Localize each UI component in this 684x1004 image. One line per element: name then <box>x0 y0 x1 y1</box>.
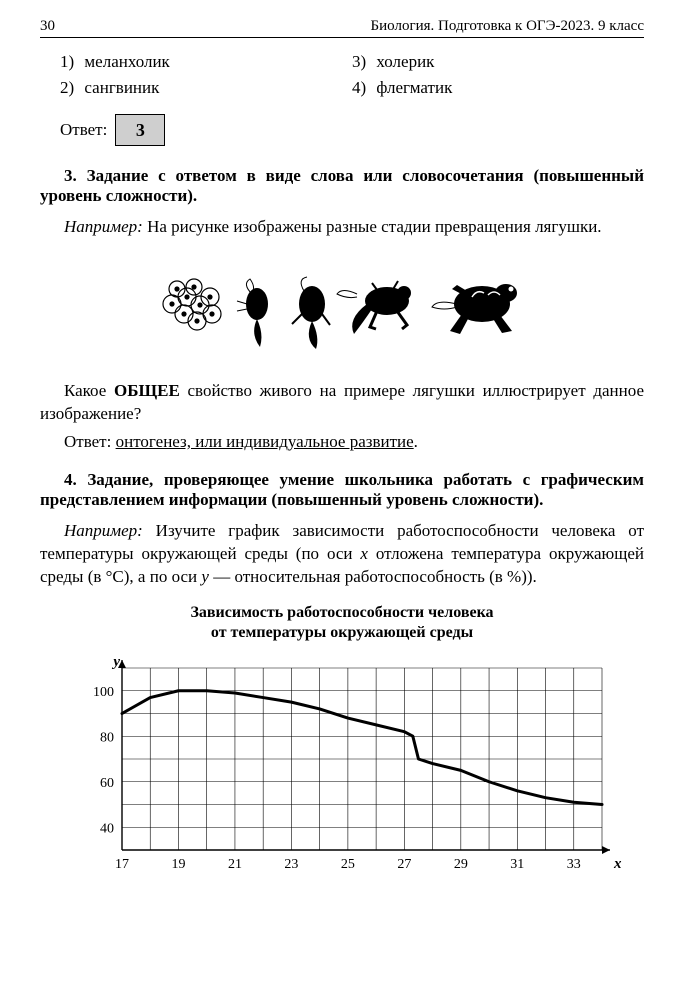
svg-text:31: 31 <box>510 857 524 872</box>
svg-text:25: 25 <box>341 857 355 872</box>
option-2: 2) сангвиник <box>60 78 352 98</box>
svg-text:27: 27 <box>397 857 411 872</box>
svg-text:60: 60 <box>100 776 114 791</box>
option-3: 3) холерик <box>352 52 644 72</box>
svg-text:40: 40 <box>100 821 114 836</box>
answer-value: 3 <box>136 120 145 141</box>
page: 30 Биология. Подготовка к ОГЭ-2023. 9 кл… <box>0 0 684 900</box>
task4-example: Например: Изучите график зависимости раб… <box>40 520 644 589</box>
chart: 17 19 21 23 25 27 29 31 33 40 60 80 100 x y <box>40 650 644 880</box>
option-1: 1) меланхолик <box>60 52 352 72</box>
option-4: 4) флегматик <box>352 78 644 98</box>
svg-text:21: 21 <box>228 857 242 872</box>
option-4-text: флегматик <box>376 78 452 97</box>
task3-example: Например: На рисунке изображены разные с… <box>40 216 644 239</box>
answer-label: Ответ: <box>60 120 107 140</box>
chart-title-line1: Зависимость работоспособности человека <box>40 603 644 624</box>
task3-title: 3. Задание с ответом в виде слова или сл… <box>40 166 644 206</box>
task4-t3: — относительная работоспособность (в %))… <box>209 567 537 586</box>
chart-svg: 17 19 21 23 25 27 29 31 33 40 60 80 100 x y <box>62 650 622 880</box>
task4-y: y <box>201 567 209 586</box>
option-3-num: 3) <box>352 52 366 71</box>
task4-x: x <box>360 544 368 563</box>
option-1-text: меланхолик <box>84 52 169 71</box>
chart-title-line2: от температуры окружающей среды <box>40 623 644 644</box>
running-header: 30 Биология. Подготовка к ОГЭ-2023. 9 кл… <box>40 18 644 38</box>
running-title: Биология. Подготовка к ОГЭ-2023. 9 класс <box>371 18 644 35</box>
option-2-text: сангвиник <box>84 78 159 97</box>
page-number: 30 <box>40 18 55 35</box>
svg-text:29: 29 <box>454 857 468 872</box>
answer-box: 3 <box>115 114 165 146</box>
task4-example-label: Например: <box>64 521 143 540</box>
q-pre: Какое <box>64 381 114 400</box>
svg-text:y: y <box>111 654 120 670</box>
option-4-num: 4) <box>352 78 366 97</box>
svg-text:23: 23 <box>284 857 298 872</box>
svg-text:17: 17 <box>115 857 129 872</box>
answer-row: Ответ: 3 <box>60 114 644 146</box>
task3-answer-period: . <box>414 432 418 451</box>
svg-text:100: 100 <box>93 685 114 700</box>
task3-question: Какое ОБЩЕЕ свойство живого на примере л… <box>40 380 644 426</box>
task3-answer: Ответ: онтогенез, или индивидуальное раз… <box>40 432 644 452</box>
chart-title: Зависимость работоспособности человека о… <box>40 603 644 645</box>
task3-answer-label: Ответ: <box>64 432 116 451</box>
q-bold: ОБЩЕЕ <box>114 381 180 400</box>
svg-text:33: 33 <box>567 857 581 872</box>
task3-example-text: На рисунке изображены разные стадии прев… <box>143 217 602 236</box>
task4-title: 4. Задание, проверяющее умение школьника… <box>40 470 644 510</box>
task3-answer-text: онтогенез, или индивидуальное развитие <box>116 432 414 451</box>
answer-options: 1) меланхолик 3) холерик 2) сангвиник 4)… <box>60 52 644 98</box>
option-1-num: 1) <box>60 52 74 71</box>
example-label: Например: <box>64 217 143 236</box>
frog-stages-icon <box>132 249 552 359</box>
option-2-num: 2) <box>60 78 74 97</box>
svg-text:19: 19 <box>171 857 185 872</box>
svg-text:x: x <box>613 856 622 872</box>
option-3-text: холерик <box>376 52 434 71</box>
svg-text:80: 80 <box>100 730 114 745</box>
frog-figure <box>40 249 644 364</box>
